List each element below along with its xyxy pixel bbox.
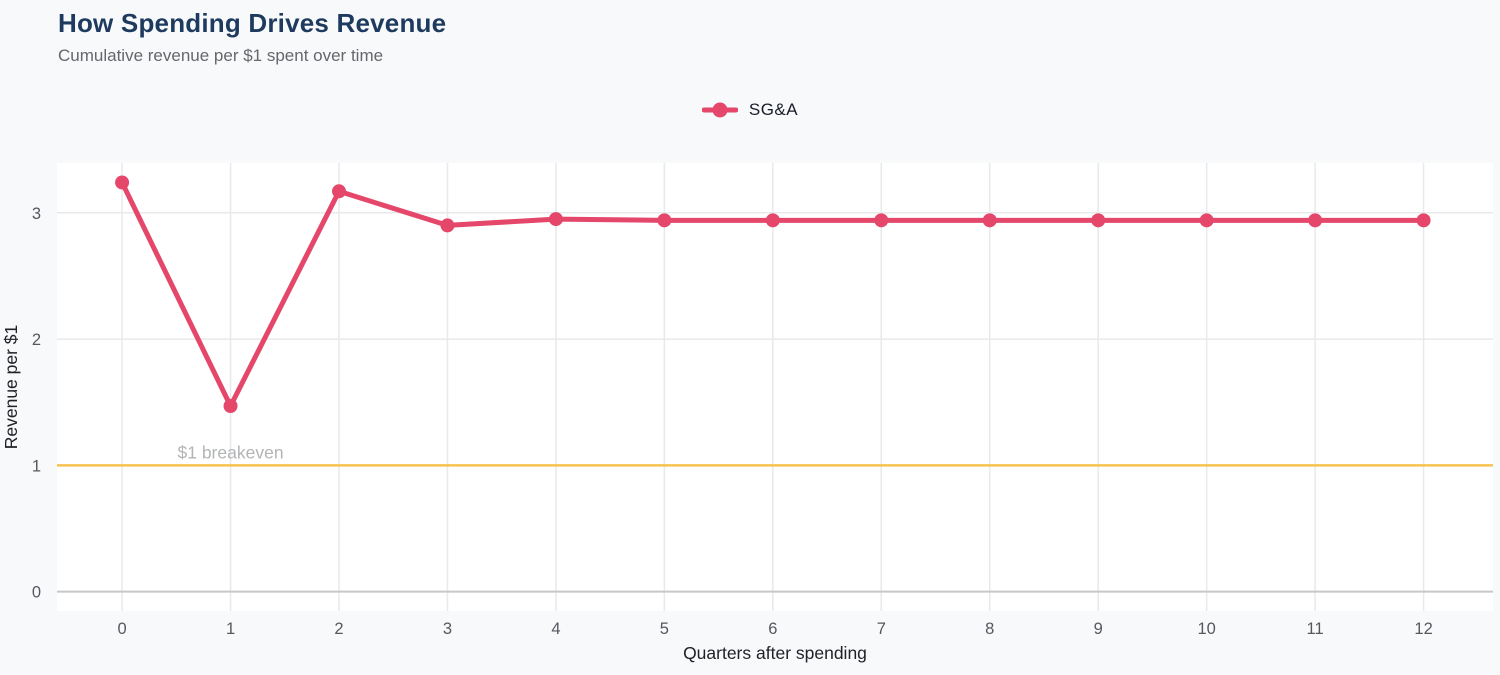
x-axis-title: Quarters after spending: [683, 643, 867, 663]
x-tick-label: 6: [768, 620, 777, 638]
legend: SG&A: [0, 100, 1500, 120]
x-tick-label: 1: [226, 620, 235, 638]
y-tick-label: 2: [32, 331, 41, 349]
plot-area: [57, 163, 1493, 611]
data-point: [1199, 213, 1214, 228]
data-point: [548, 212, 563, 227]
data-point: [765, 213, 780, 228]
x-tick-label: 5: [660, 620, 669, 638]
chart-subtitle: Cumulative revenue per $1 spent over tim…: [58, 46, 384, 65]
data-point: [1308, 213, 1323, 228]
y-tick-label: 3: [32, 205, 41, 223]
x-tick-label: 8: [985, 620, 994, 638]
x-tick-label: 12: [1414, 620, 1432, 638]
legend-marker-svg: [701, 102, 738, 118]
data-point: [874, 213, 889, 228]
x-tick-label: 11: [1307, 620, 1324, 638]
data-point: [115, 175, 130, 190]
x-tick-label: 9: [1094, 620, 1103, 638]
data-point: [440, 218, 455, 233]
x-tick-label: 2: [334, 620, 343, 638]
data-point: [223, 399, 238, 414]
x-tick-label: 10: [1197, 620, 1215, 638]
chart-header: How Spending Drives Revenue Cumulative r…: [58, 8, 446, 66]
data-point: [1091, 213, 1106, 228]
x-tick-label: 3: [443, 620, 452, 638]
breakeven-annotation: $1 breakeven: [178, 442, 284, 462]
y-tick-label: 1: [32, 457, 41, 475]
x-tick-label: 0: [117, 620, 126, 638]
data-point: [657, 213, 672, 228]
data-point: [982, 213, 997, 228]
legend-line-marker-icon: [701, 101, 738, 119]
x-tick-label: 7: [877, 620, 886, 638]
chart-title: How Spending Drives Revenue: [58, 8, 447, 38]
data-point: [331, 184, 346, 199]
data-point: [1416, 213, 1431, 228]
legend-label: SG&A: [748, 100, 799, 119]
x-tick-label: 4: [551, 620, 560, 638]
y-tick-label: 0: [32, 584, 41, 602]
y-axis-title: Revenue per $1: [1, 325, 21, 450]
